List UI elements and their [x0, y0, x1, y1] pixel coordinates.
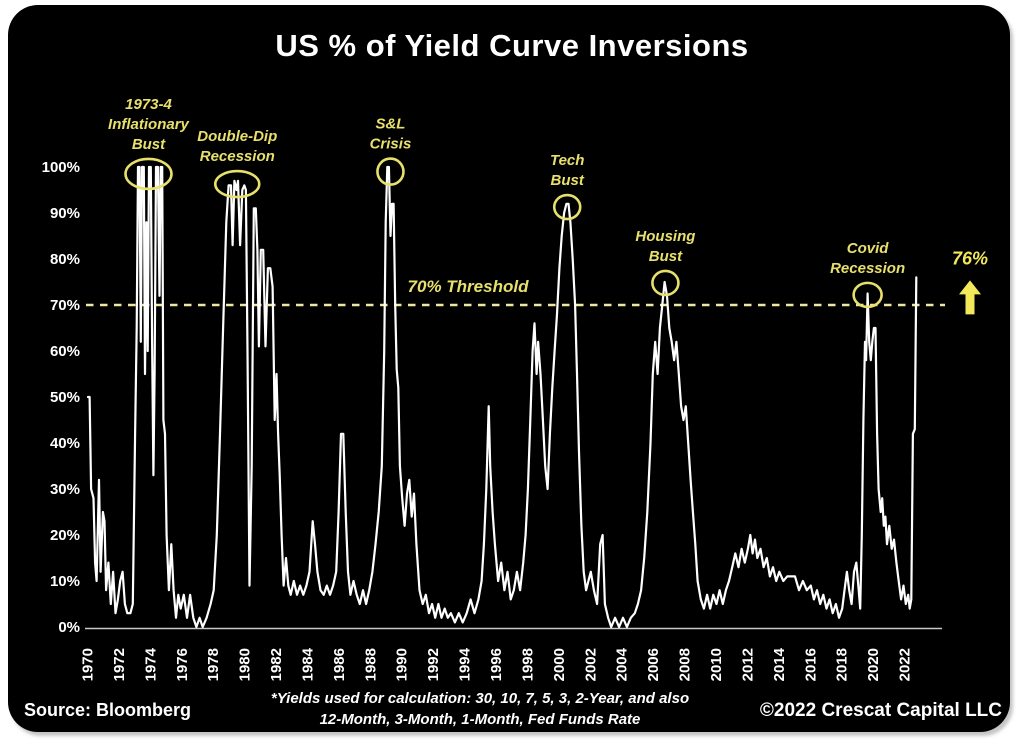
annotation-label: Double-Dip: [197, 128, 277, 145]
annotation-ellipse: [852, 281, 883, 309]
x-axis-tick-label: 1978: [205, 648, 222, 681]
y-axis-tick-label: 40%: [50, 435, 80, 452]
x-axis-tick-label: 1990: [394, 648, 411, 681]
y-axis-tick-label: 20%: [50, 527, 80, 544]
x-axis-tick-label: 1994: [457, 647, 474, 681]
source-label: Source: Bloomberg: [24, 700, 192, 720]
y-axis-tick-label: 60%: [50, 343, 80, 360]
annotation-label: 1973-4: [125, 96, 172, 113]
x-axis-tick-label: 2002: [582, 648, 599, 681]
annotation-ellipse: [124, 157, 173, 191]
x-axis-tick-label: 1970: [80, 648, 97, 681]
annotation-label: Recession: [830, 260, 905, 277]
y-axis-tick-label: 30%: [50, 481, 80, 498]
annotation-label: Housing: [635, 228, 695, 245]
x-axis-tick-label: 1980: [237, 648, 254, 681]
yield-inversion-line: [86, 165, 918, 629]
y-axis-tick-label: 100%: [42, 159, 80, 176]
y-axis-tick-label: 10%: [50, 573, 80, 590]
x-axis-tick-label: 2014: [771, 647, 788, 681]
x-axis-tick-label: 1996: [488, 648, 505, 681]
x-axis-tick-label: 2006: [645, 648, 662, 681]
x-axis-tick-label: 1986: [331, 648, 348, 681]
annotation-ellipse: [213, 169, 261, 199]
annotation-ellipse: [552, 193, 582, 221]
threshold-label: 70% Threshold: [408, 277, 530, 296]
x-axis-tick-label: 2004: [614, 647, 631, 681]
annotation-label: Inflationary: [108, 116, 190, 133]
copyright-label: ©2022 Crescat Capital LLC: [759, 700, 1002, 721]
x-axis-tick-label: 1976: [174, 648, 191, 681]
x-axis-tick-label: 1992: [425, 648, 442, 681]
y-axis-tick-label: 70%: [50, 297, 80, 314]
annotation-label: Tech: [550, 152, 584, 169]
annotation-label: Covid: [847, 240, 890, 257]
x-axis-tick-label: 1988: [362, 648, 379, 681]
current-value-up-arrow: [959, 280, 981, 315]
annotation-label: Recession: [200, 148, 275, 165]
annotation-label: Bust: [132, 136, 166, 153]
annotation-label: Crisis: [370, 136, 412, 153]
chart-title: US % of Yield Curve Inversions: [275, 28, 749, 63]
x-axis-tick-label: 2010: [708, 648, 725, 681]
annotation-label: Bust: [551, 172, 585, 189]
annotation-label: S&L: [375, 116, 405, 133]
current-value-label: 76%: [952, 248, 988, 268]
x-axis-tick-label: 2012: [739, 648, 756, 681]
x-axis-tick-label: 2000: [551, 648, 568, 681]
x-axis-tick-label: 1998: [519, 648, 536, 681]
calculation-note: *Yields used for calculation: 30, 10, 7,…: [152, 688, 808, 730]
annotation-ellipse: [651, 269, 680, 297]
x-axis-tick-label: 2020: [865, 648, 882, 681]
x-axis-tick-label: 2008: [677, 648, 694, 681]
x-axis-tick-label: 1984: [299, 647, 316, 681]
annotation-ellipse: [376, 157, 405, 186]
calculation-note-line1: *Yields used for calculation: 30, 10, 7,…: [270, 690, 690, 707]
calculation-note-line2: 12-Month, 3-Month, 1-Month, Fed Funds Ra…: [319, 711, 641, 728]
x-axis-tick-label: 1972: [111, 648, 128, 681]
y-axis-tick-label: 80%: [50, 251, 80, 268]
y-axis-tick-label: 0%: [58, 619, 80, 636]
x-axis-tick-label: 1982: [268, 648, 285, 681]
x-axis-tick-label: 2022: [897, 648, 914, 681]
annotation-label: Bust: [649, 248, 683, 265]
x-axis-tick-label: 2018: [834, 648, 851, 681]
x-axis-tick-label: 1974: [142, 647, 159, 681]
y-axis-tick-label: 50%: [50, 389, 80, 406]
x-axis-tick-label: 2016: [802, 648, 819, 681]
y-axis-tick-label: 90%: [50, 205, 80, 222]
